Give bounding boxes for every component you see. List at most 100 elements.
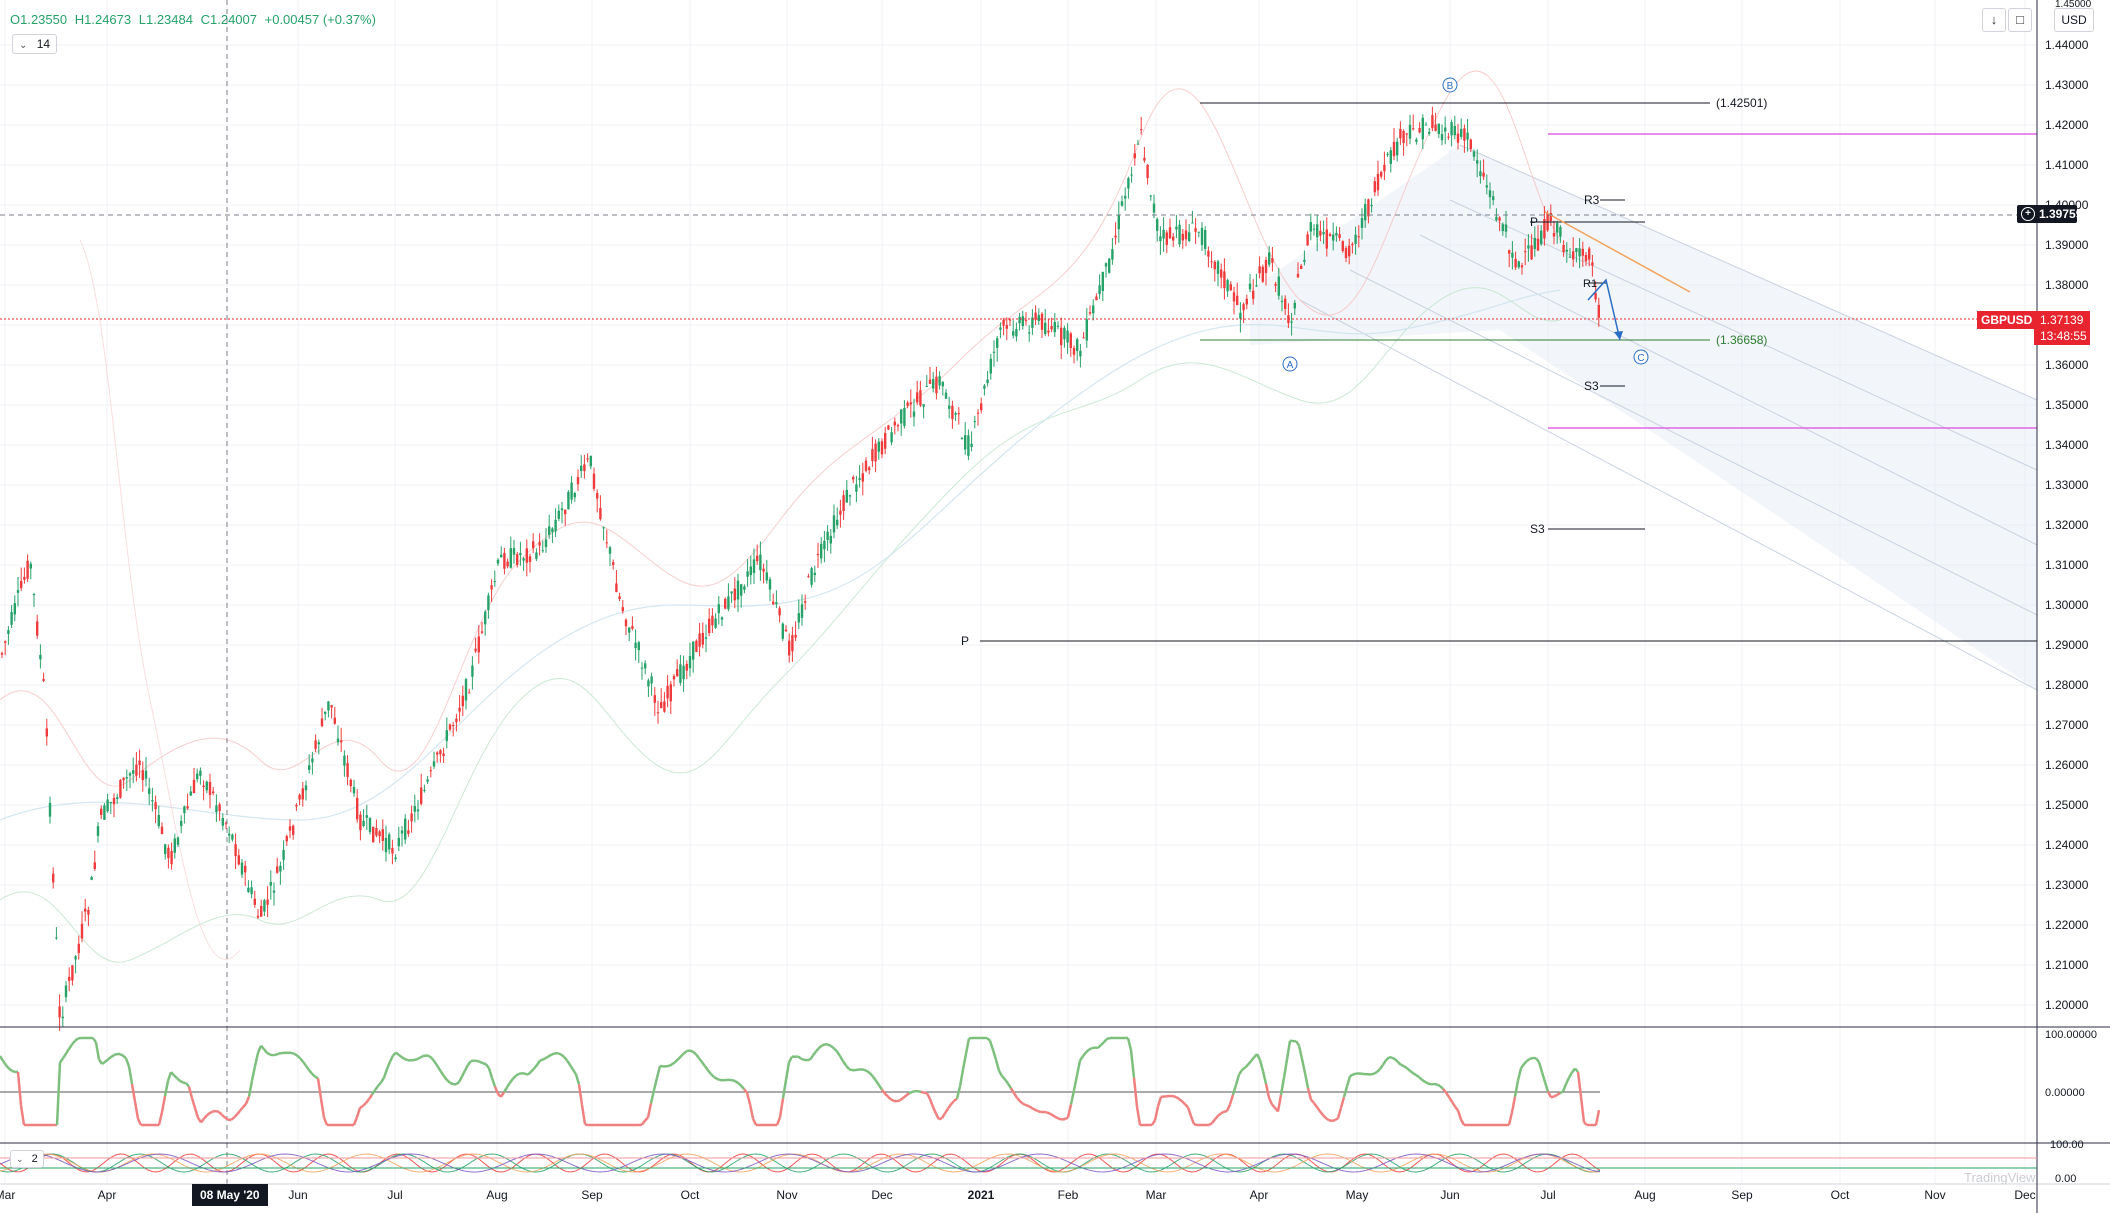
- oscillator-segment: [94, 1042, 101, 1060]
- candle-body: [36, 621, 39, 636]
- candle-body: [925, 385, 928, 387]
- candle-body: [1572, 251, 1575, 260]
- candle-body: [186, 806, 189, 809]
- candle-body: [503, 552, 506, 569]
- time-tick: Apr: [1250, 1188, 1269, 1202]
- oscillator-segment: [548, 1053, 553, 1058]
- oscillator-segment: [542, 1056, 547, 1061]
- candle-body: [279, 865, 282, 872]
- interval-selector[interactable]: ⌄ 14: [12, 34, 58, 54]
- candle-body: [1015, 329, 1018, 337]
- time-tick: 2021: [968, 1188, 995, 1202]
- oscillator-segment: [0, 1055, 5, 1062]
- oscillator-segment: [130, 1083, 137, 1102]
- candle-body: [589, 455, 592, 467]
- oscillator-segment: [512, 1074, 517, 1080]
- candle-body: [125, 777, 128, 779]
- oscillator-segment: [1381, 1059, 1388, 1066]
- candle-body: [1591, 262, 1594, 266]
- candle-body: [906, 402, 909, 406]
- candle-body: [10, 612, 13, 625]
- chevron-down-icon: ⌄: [16, 1154, 24, 1164]
- fullscreen-button[interactable]: □: [2008, 8, 2032, 32]
- indicator-2-toggle[interactable]: ⌄ 2: [10, 1150, 44, 1168]
- price-tick: 1.31000: [2045, 558, 2089, 572]
- candle-body: [1543, 218, 1546, 239]
- candle-body: [628, 627, 631, 633]
- oscillator-segment: [1516, 1067, 1523, 1081]
- candle-body: [116, 797, 119, 799]
- oscillator-segment: [920, 1090, 925, 1094]
- oscillator-axis: 100.00000 0.00000 100.00 0.00: [2045, 1029, 2097, 1185]
- candle-body: [1136, 143, 1140, 145]
- candle-body: [1108, 258, 1111, 273]
- candle-body: [394, 857, 397, 860]
- time-tick: Feb: [1058, 1188, 1079, 1202]
- lower-tick-100: 100.00: [2050, 1139, 2084, 1151]
- candle-body: [612, 562, 615, 565]
- oscillator-segment: [1418, 1076, 1423, 1081]
- candle-body: [148, 788, 151, 795]
- level-labels: (1.42501) (1.36658) R3 P S3 S3 P R1 B A …: [961, 77, 1767, 648]
- oscillator-segment: [560, 1053, 565, 1058]
- currency-selector[interactable]: USD: [2054, 8, 2094, 32]
- oscillator-segment: [1378, 1064, 1385, 1070]
- candle-body: [1088, 312, 1092, 314]
- oscillator-segment: [1261, 1070, 1268, 1085]
- oscillator-segment: [1370, 1072, 1375, 1076]
- oscillator-segment: [871, 1075, 878, 1082]
- oscillator-segment: [649, 1089, 656, 1104]
- candle-body: [285, 836, 288, 842]
- candle-body: [423, 789, 426, 791]
- candle-body: [708, 618, 711, 634]
- candle-body: [1242, 304, 1245, 311]
- oscillator-segment: [190, 1097, 197, 1109]
- ohlc-legend: O1.23550 H1.24673 L1.23484 C1.24007 +0.0…: [10, 12, 380, 27]
- candle-body: [938, 376, 941, 386]
- candle-body: [692, 641, 695, 660]
- oscillator-segment: [1574, 1067, 1579, 1073]
- oscillator-segment: [74, 1037, 79, 1042]
- oscillator-segment: [652, 1077, 659, 1091]
- candle-body: [1309, 222, 1312, 232]
- oscillator-segment: [392, 1051, 397, 1057]
- oscillator-segment: [55, 1062, 62, 1126]
- price-axis[interactable]: 1.440001.430001.420001.410001.400001.390…: [2045, 0, 2092, 1012]
- oscillator-segment: [212, 1109, 217, 1113]
- oscillator-segment: [877, 1084, 884, 1091]
- plus-circle-icon[interactable]: +: [2021, 207, 2035, 221]
- oscillator-segment: [743, 1088, 748, 1094]
- candle-body: [836, 519, 839, 526]
- candle-body: [1437, 123, 1440, 135]
- oscillator-segment: [1276, 1094, 1283, 1112]
- candle-body: [880, 441, 884, 455]
- oscillator-segment: [1250, 1056, 1255, 1062]
- oscillator-segment: [953, 1097, 958, 1102]
- candle-body: [461, 695, 464, 707]
- download-button[interactable]: ↓: [1982, 8, 2006, 32]
- oscillator-segment: [370, 1089, 377, 1096]
- candle-body: [813, 572, 816, 576]
- candle-body: [832, 515, 836, 533]
- oscillator-segment: [200, 1117, 205, 1124]
- candle-body: [1149, 195, 1152, 197]
- candle-body: [1466, 132, 1469, 140]
- oscillator-segment: [863, 1068, 868, 1073]
- price-tick: 1.21000: [2045, 958, 2089, 972]
- candle-body: [1005, 325, 1008, 329]
- candle-body: [1440, 134, 1444, 141]
- candle-body: [330, 705, 333, 708]
- oscillator-segment: [874, 1080, 881, 1086]
- candle-body: [343, 755, 346, 766]
- oscillator-segment: [379, 1077, 386, 1084]
- candle-body: [1101, 271, 1104, 291]
- oscillator-segment: [925, 1092, 932, 1100]
- oscillator-segment: [352, 1116, 359, 1126]
- time-tick: Mar: [0, 1188, 15, 1202]
- candle-body: [1322, 232, 1325, 235]
- oscillator-segment: [881, 1088, 886, 1095]
- candle-body: [45, 728, 48, 737]
- lower-indicator-line: [0, 1153, 1601, 1173]
